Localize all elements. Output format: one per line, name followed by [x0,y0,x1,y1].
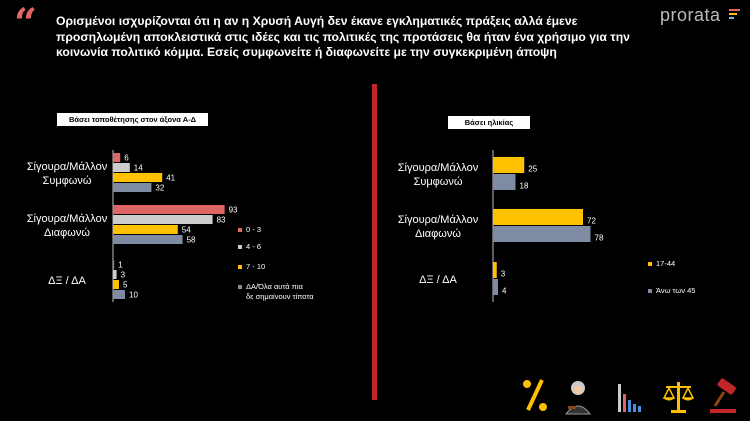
bar [493,262,497,278]
bar [113,280,119,289]
category-label: Σίγουρα/Μάλλον Συμφωνώ [27,161,108,187]
footer-icons [523,378,736,415]
legend-swatch [648,262,652,266]
judge-icon [564,381,592,415]
data-label: 1 [118,261,123,270]
data-label: 10 [129,291,138,300]
panel-divider [372,84,377,400]
bar [113,235,183,244]
legend-label: 0 - 3 [246,225,261,234]
category-label: ΔΞ / ΔΑ [419,274,457,286]
bar [113,270,117,279]
data-label: 25 [528,165,537,174]
bar [113,290,125,299]
bar [113,225,178,234]
category-label: ΔΞ / ΔΑ [48,275,86,287]
data-label: 14 [134,164,143,173]
data-label: 6 [124,154,129,163]
bar [493,279,498,295]
quote-mark: “ [14,0,38,47]
legend-swatch [238,228,242,232]
legend-swatch [238,245,242,249]
legend-label: ΔΑ/Όλα αυτά πια δε σημαίνουν τίποτα [246,282,314,301]
bar-chart-icon [618,384,641,412]
data-label: 54 [182,226,191,235]
data-label: 18 [520,182,529,191]
bar [493,226,591,242]
data-label: 32 [155,184,164,193]
logo-bars-icon [729,9,741,21]
legend-label: 17-44 [656,259,675,268]
percent-icon [523,379,547,411]
legend-swatch [648,289,652,293]
data-label: 4 [502,287,507,296]
data-label: 83 [217,216,226,225]
data-label: 3 [501,270,506,279]
bar [113,173,163,182]
survey-question: Ορισμένοι ισχυρίζονται ότι η αν η Χρυσή … [56,14,630,59]
gavel-icon [710,378,736,413]
scales-icon [662,382,695,413]
bar [493,174,516,190]
left-panel-label: Βάσει τοποθέτησης στον άξονα Α-Δ [57,113,208,126]
data-label: 93 [229,206,238,215]
legend-swatch [238,265,242,269]
bar [113,153,121,162]
bar [113,215,213,224]
legend-label: 4 - 6 [246,242,261,251]
bar [113,163,130,172]
category-label: Σίγουρα/Μάλλον Διαφωνώ [27,213,108,239]
legend-swatch [238,285,242,289]
legend-label: Άνω των 45 [656,286,695,295]
data-label: 41 [166,174,175,183]
bar [113,260,115,269]
data-label: 72 [587,217,596,226]
bar [493,209,583,225]
data-label: 78 [595,234,604,243]
bar [113,205,225,214]
bar [493,157,525,173]
category-label: Σίγουρα/Μάλλον Συμφωνώ [398,162,479,188]
brand-logo: prorata [660,5,721,25]
data-label: 58 [187,236,196,245]
data-label: 3 [121,271,126,280]
chart-right: Σίγουρα/Μάλλον Συμφωνώ 25 18 Σίγουρα/Μάλλον Δ… [398,150,695,302]
category-label: Σίγουρα/Μάλλον Διαφωνώ [398,214,479,240]
data-label: 5 [123,281,128,290]
legend-label: 7 - 10 [246,262,265,271]
bar [113,183,152,192]
right-panel-label: Βάσει ηλικίας [448,116,530,129]
